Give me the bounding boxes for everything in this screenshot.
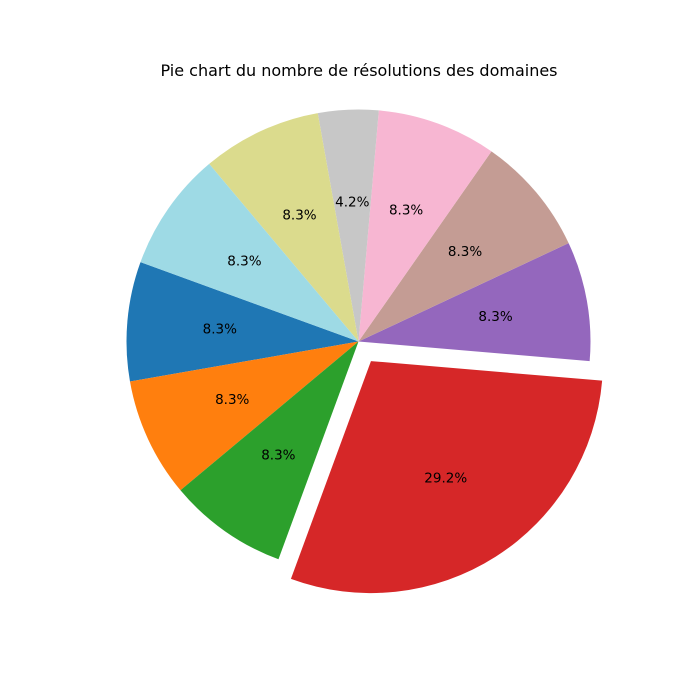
pie-slice <box>140 163 359 342</box>
slice-percentage-label: 29.2% <box>424 470 467 486</box>
slice-percentage-label: 8.3% <box>282 207 316 223</box>
slice-percentage-label: 8.3% <box>203 321 237 337</box>
slice-percentage-label: 8.3% <box>478 309 512 325</box>
pie-slice <box>180 341 359 560</box>
pie-labels: 8.3% 8.3% 8.3% 29.2% 8.3% 8.3% 8.3% 4.2% 8.3% 8.3… <box>203 194 513 486</box>
pie-slice <box>358 243 591 362</box>
slice-percentage-label: 4.2% <box>335 194 369 210</box>
pie-slice <box>358 110 492 342</box>
pie-slice <box>129 341 359 491</box>
slice-percentage-label: 8.3% <box>227 254 261 270</box>
pie-slice <box>317 109 379 342</box>
slice-percentage-label: 8.3% <box>448 244 482 260</box>
pie-slice <box>290 361 603 594</box>
pie-slices <box>126 109 603 594</box>
slice-percentage-label: 8.3% <box>389 203 423 219</box>
chart-title: Pie chart du nombre de résolutions des d… <box>160 61 557 80</box>
slice-percentage-label: 8.3% <box>261 447 295 463</box>
pie-slice <box>209 113 359 342</box>
slice-percentage-label: 8.3% <box>215 392 249 408</box>
pie-slice <box>358 151 569 342</box>
pie-slice <box>126 262 359 382</box>
